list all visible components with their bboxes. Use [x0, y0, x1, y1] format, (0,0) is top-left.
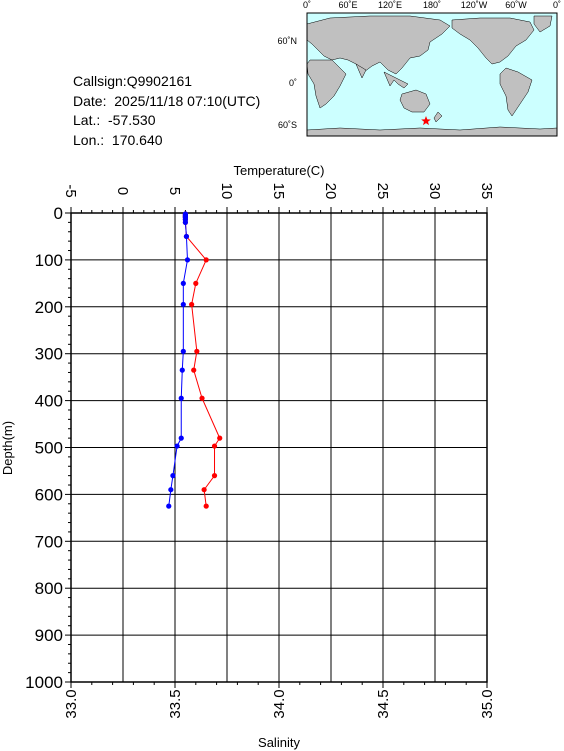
callsign-text: Callsign:Q9902161	[73, 73, 193, 89]
map-top-label: 0˚	[553, 0, 561, 10]
temperature-tick-label: -5	[62, 184, 79, 197]
temperature-point	[211, 473, 218, 479]
salinity-tick-label: 33.0	[63, 689, 80, 718]
temperature-tick-label: 10	[218, 183, 235, 200]
map-top-label: 60˚E	[338, 0, 357, 10]
temperature-point	[201, 487, 207, 493]
map-left-label: 0˚	[289, 78, 297, 88]
salinity-point	[178, 435, 184, 441]
map-top-label: 60˚W	[505, 0, 527, 10]
salinity-point	[184, 257, 191, 263]
temperature-axis-title: Temperature(C)	[233, 163, 324, 178]
salinity-point	[166, 503, 172, 509]
salinity-line	[168, 213, 188, 507]
salinity-point	[180, 301, 186, 308]
depth-tick-label: 100	[35, 251, 63, 270]
temperature-point	[194, 348, 200, 354]
float-info: Callsign:Q9902161 Date: 2025/11/18 07:10…	[73, 72, 260, 150]
temperature-point	[203, 503, 209, 509]
depth-tick-label: 600	[35, 485, 63, 504]
temperature-point	[189, 301, 195, 308]
map-top-label: 0˚	[303, 0, 311, 10]
depth-tick-label: 700	[35, 532, 63, 551]
salinity-point	[179, 367, 185, 373]
date-text: Date: 2025/11/18 07:10(UTC)	[73, 92, 261, 109]
star-icon	[421, 116, 431, 126]
temperature-point	[217, 435, 223, 441]
temperature-line	[184, 213, 221, 507]
salinity-point	[168, 487, 174, 493]
depth-tick-label: 200	[35, 298, 63, 317]
depth-tick-label: 300	[35, 345, 63, 364]
temperature-tick-label: 30	[426, 183, 443, 200]
salinity-point	[180, 348, 186, 354]
temperature-tick-label: 20	[322, 183, 339, 200]
salinity-tick-label: 34.0	[271, 689, 288, 718]
temperature-tick-label: 5	[166, 187, 183, 195]
depth-tick-label: 1000	[25, 673, 63, 692]
salinity-point	[180, 280, 186, 286]
temperature-point	[199, 395, 205, 401]
map-frame	[306, 12, 558, 137]
lon-text: Lon.: 170.640	[73, 131, 163, 148]
map-top-labels: 0˚ 60˚E 120˚E 180˚ 120˚W 60˚W 0˚	[303, 0, 561, 10]
salinity-point	[178, 395, 184, 401]
map-left-labels: 60˚N 0˚ 60˚S	[277, 36, 297, 130]
salinity-point	[183, 233, 190, 240]
depth-axis-title: Depth(m)	[0, 421, 15, 475]
salinity-tick-label: 34.5	[375, 689, 392, 718]
salinity-point	[170, 473, 176, 479]
temperature-point	[211, 443, 218, 449]
depth-tick-label: 800	[35, 579, 63, 598]
map-land	[306, 15, 558, 137]
depth-tick-label: 0	[54, 204, 63, 223]
temperature-point	[203, 257, 209, 263]
temperature-point	[191, 367, 197, 373]
temperature-tick-label: 25	[374, 183, 391, 200]
plot-area: -5 0 5 10 15 20 25 30 35 33.0 33.5 34.0 34.5 35.0 0 100…	[25, 183, 496, 719]
map-top-label: 120˚W	[461, 0, 488, 10]
depth-tick-label: 500	[35, 439, 63, 458]
salinity-tick-label: 35.0	[479, 689, 496, 718]
map-top-label: 120˚E	[378, 0, 402, 10]
location-map: 0˚ 60˚E 120˚E 180˚ 120˚W 60˚W 0˚ 60˚N 0˚…	[277, 0, 561, 137]
temperature-tick-label: 15	[270, 183, 287, 200]
salinity-point	[174, 443, 180, 449]
salinity-tick-label: 33.5	[167, 689, 184, 718]
lat-text: Lat.: -57.530	[73, 112, 156, 128]
map-top-label: 180˚	[423, 0, 441, 10]
depth-tick-label: 400	[35, 392, 63, 411]
temperature-point	[193, 280, 199, 286]
depth-tick-label: 900	[35, 626, 63, 645]
map-left-label: 60˚S	[278, 120, 297, 130]
temperature-tick-label: 35	[478, 183, 495, 200]
temperature-tick-label: 0	[114, 187, 131, 195]
salinity-point	[182, 219, 188, 225]
salinity-axis-title: Salinity	[258, 735, 300, 750]
map-left-label: 60˚N	[277, 36, 297, 46]
